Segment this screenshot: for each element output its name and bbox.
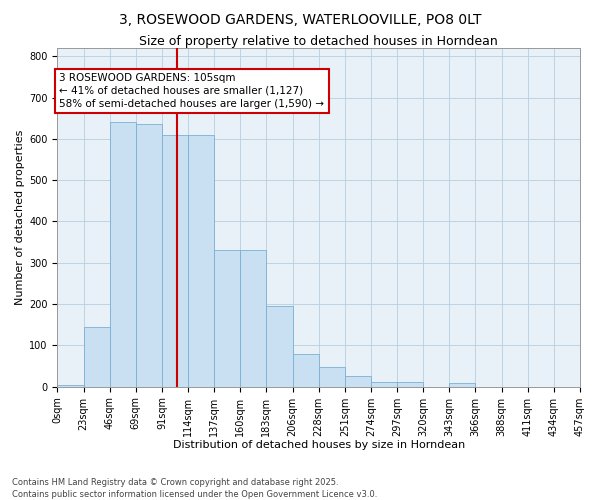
Text: 3, ROSEWOOD GARDENS, WATERLOOVILLE, PO8 0LT: 3, ROSEWOOD GARDENS, WATERLOOVILLE, PO8 … bbox=[119, 12, 481, 26]
Bar bbox=[266, 306, 293, 386]
X-axis label: Distribution of detached houses by size in Horndean: Distribution of detached houses by size … bbox=[173, 440, 465, 450]
Bar bbox=[214, 250, 241, 386]
Bar bbox=[188, 134, 214, 386]
Bar bbox=[241, 250, 266, 386]
Bar bbox=[83, 327, 110, 386]
Title: Size of property relative to detached houses in Horndean: Size of property relative to detached ho… bbox=[139, 35, 498, 48]
Bar bbox=[397, 382, 423, 386]
Bar bbox=[162, 134, 188, 386]
Bar bbox=[136, 124, 162, 386]
Bar bbox=[371, 382, 397, 386]
Bar bbox=[319, 367, 345, 386]
Text: Contains HM Land Registry data © Crown copyright and database right 2025.
Contai: Contains HM Land Registry data © Crown c… bbox=[12, 478, 377, 499]
Bar bbox=[345, 376, 371, 386]
Text: 3 ROSEWOOD GARDENS: 105sqm
← 41% of detached houses are smaller (1,127)
58% of s: 3 ROSEWOOD GARDENS: 105sqm ← 41% of deta… bbox=[59, 73, 325, 109]
Bar bbox=[110, 122, 136, 386]
Bar bbox=[449, 384, 475, 386]
Bar bbox=[293, 354, 319, 386]
Bar bbox=[58, 384, 83, 386]
Y-axis label: Number of detached properties: Number of detached properties bbox=[15, 130, 25, 305]
